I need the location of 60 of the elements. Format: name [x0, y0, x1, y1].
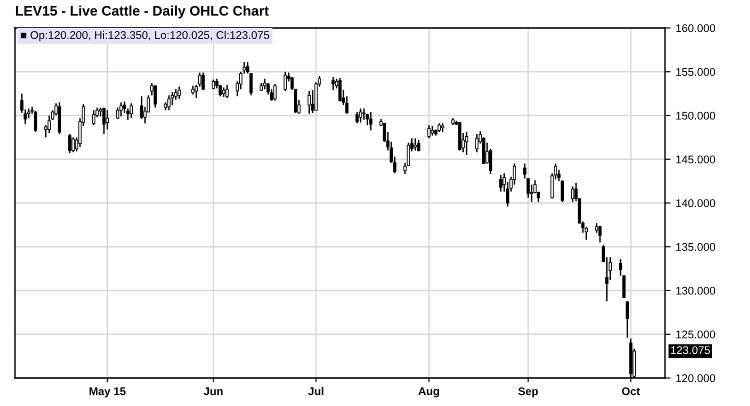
chart-title: LEV15 - Live Cattle - Daily OHLC Chart [16, 6, 269, 18]
annotation: ■ Op:120.200, Hi:123.350, Lo:120.025, Cl:123.075 [20, 30, 270, 42]
candlestick [106, 110, 109, 130]
candlestick [119, 102, 123, 118]
candlestick [178, 86, 181, 100]
x-tick-label: Jun [204, 387, 223, 396]
candlestick [116, 106, 120, 120]
candlestick [212, 78, 216, 90]
y-tick-label: 135.000 [676, 243, 716, 251]
y-tick-label: 140.000 [676, 199, 716, 208]
candlestick [598, 225, 602, 244]
candlestick [355, 111, 359, 124]
x-tick-label: Oct [622, 387, 640, 396]
candlestick [417, 139, 420, 152]
candlestick [198, 72, 202, 88]
text: 123.075 [671, 346, 710, 354]
candlestick [308, 90, 311, 114]
candlestick [358, 108, 362, 124]
y-tick-label: 125.000 [676, 330, 716, 338]
candlestick [72, 136, 75, 153]
candlestick [499, 174, 502, 192]
y-tick-label: 155.000 [676, 68, 716, 76]
candlestick [170, 91, 174, 106]
y-tick-label: 130.000 [676, 286, 716, 295]
candlestick [362, 108, 366, 121]
candlestick [44, 124, 48, 138]
candlestick [102, 106, 106, 135]
candlestick [571, 186, 574, 203]
candlestick [130, 102, 133, 119]
candlestick [34, 110, 38, 133]
x-tick-label: May 15 [90, 387, 126, 398]
candlestick [92, 110, 96, 126]
candlestick [48, 114, 51, 134]
y-tick-label: 120.000 [676, 374, 716, 382]
candlestick [68, 133, 72, 154]
candlestick [430, 125, 434, 136]
candlestick [225, 84, 229, 99]
candlestick [154, 85, 157, 108]
candlestick [414, 138, 417, 152]
candlestick [427, 124, 431, 139]
candlestick [369, 111, 372, 132]
candlestick [626, 300, 629, 338]
y-tick-label: 145.000 [676, 156, 716, 164]
candlestick [284, 71, 287, 92]
candlestick [273, 83, 277, 102]
candlestick [167, 94, 171, 111]
x-tick-label: Jul [308, 387, 324, 396]
candlestick [222, 86, 226, 98]
candlestick [332, 76, 335, 91]
candlestick [594, 222, 598, 234]
x-tick-label: Aug [418, 387, 440, 398]
candlestick [464, 131, 468, 156]
candlestick [475, 133, 478, 153]
x-tick-label: Sep [518, 387, 538, 398]
y-tick-label: 150.000 [676, 112, 716, 120]
candlestick [584, 226, 588, 240]
candlestick [202, 72, 205, 91]
candlestick [338, 77, 342, 102]
candlestick [140, 96, 144, 120]
y-tick-label: 160.000 [676, 24, 716, 32]
